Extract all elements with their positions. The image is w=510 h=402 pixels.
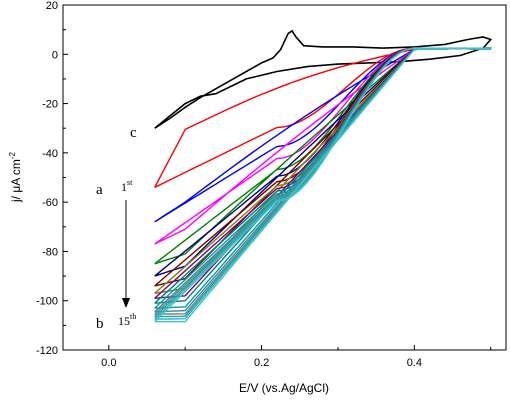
- cycle-curve-15: [154, 47, 492, 323]
- cycle-curve-9: [154, 47, 492, 304]
- x-tick-label: 0.4: [407, 357, 422, 369]
- annotation-last-cycle: 15th: [118, 312, 136, 328]
- y-tick-label: -120: [36, 345, 58, 357]
- annotation-c: c: [130, 125, 137, 141]
- y-tick-label: 20: [46, 0, 58, 12]
- cycle-curve-13: [154, 47, 492, 318]
- last-cycle-sup: th: [130, 312, 136, 321]
- last-cycle-number: 15: [118, 314, 130, 328]
- x-tick-label: 0.2: [254, 357, 269, 369]
- y-axis-title-main: j/ μA cm: [9, 159, 23, 203]
- x-axis-ticks: 0.0 0.2 0.4: [101, 345, 492, 369]
- y-tick-label: -40: [42, 148, 58, 160]
- y-tick-label: -80: [42, 246, 58, 258]
- y-tick-label: -60: [42, 197, 58, 209]
- y-tick-label: 0: [52, 49, 58, 61]
- cycle-curve-6: [154, 47, 492, 287]
- x-tick-label: 0.0: [101, 357, 116, 369]
- y-tick-label: -20: [42, 99, 58, 111]
- curve-c: [154, 29, 493, 129]
- x-axis-title: E/V (vs.Ag/AgCl): [239, 381, 329, 395]
- cycle-arrow-head: [122, 298, 130, 308]
- y-axis-ticks: 20 0 -20 -40 -60 -80 -100 -120: [36, 0, 68, 357]
- curves: [154, 29, 493, 323]
- y-axis-title-sup: -2: [8, 151, 17, 159]
- annotation-b: b: [96, 316, 104, 332]
- annotation-a: a: [96, 182, 103, 198]
- first-cycle-sup: st: [127, 178, 133, 187]
- first-cycle-number: 1: [121, 180, 127, 194]
- cycle-curve-2: [154, 47, 492, 223]
- annotation-first-cycle: 1st: [121, 178, 133, 194]
- cycle-curve-1: [154, 47, 492, 189]
- y-tick-label: -100: [36, 296, 58, 308]
- y-axis-title: j/ μA cm-2: [8, 151, 23, 203]
